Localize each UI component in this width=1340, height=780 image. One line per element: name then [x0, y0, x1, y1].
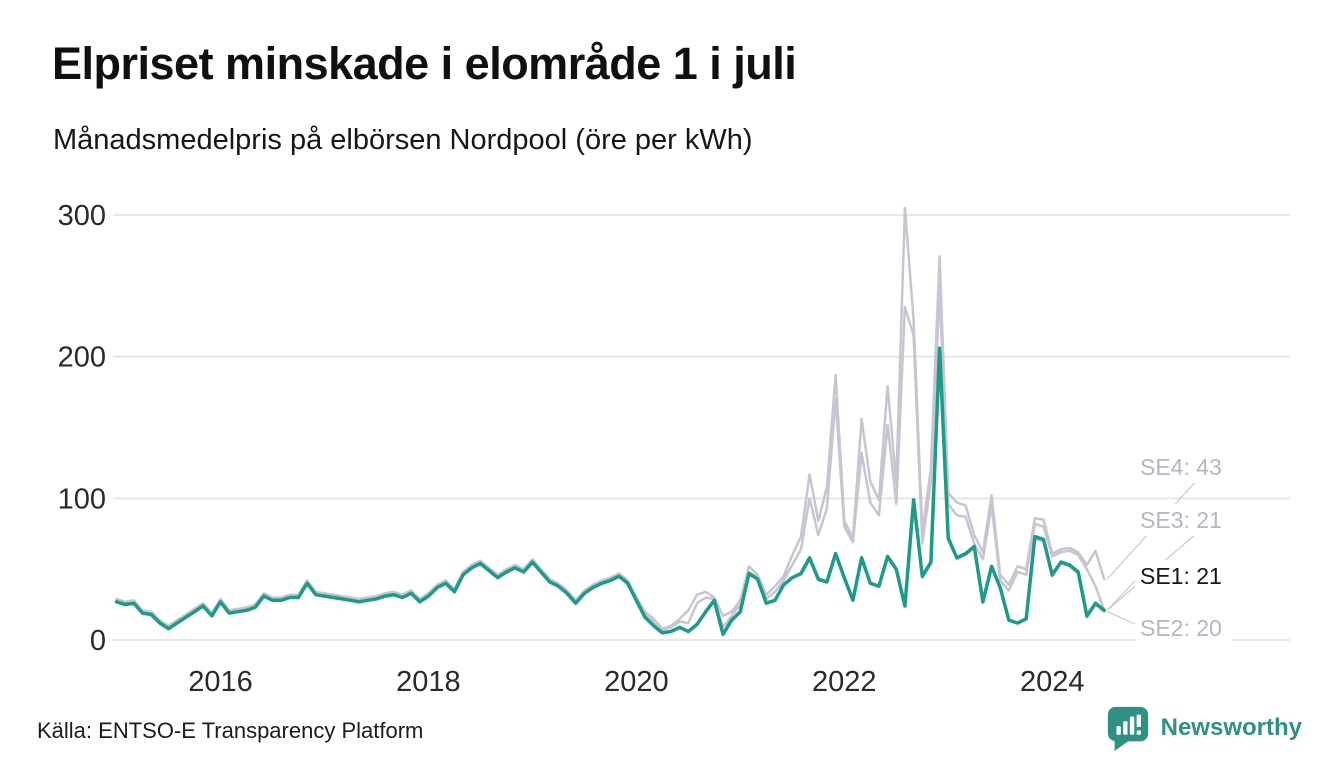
bar-medium — [1122, 721, 1128, 735]
x-tick-label-2016: 2016 — [188, 666, 253, 698]
bar-small — [1116, 726, 1121, 735]
series-line-SE1 — [114, 346, 1106, 637]
brand-name: Newsworthy — [1160, 714, 1302, 741]
chart-subtitle: Månadsmedelpris på elbörsen Nordpool (ör… — [53, 124, 753, 156]
y-tick-label-0: 0 — [90, 625, 106, 657]
label-bg-SE2 — [1135, 612, 1233, 644]
newsworthy-logo-icon — [1107, 706, 1148, 751]
series-line-SE2 — [115, 351, 1106, 636]
series-end-label-SE3: SE3: 21 — [1140, 507, 1222, 533]
series-end-label-SE2: SE2: 20 — [1140, 615, 1222, 641]
label-bg-SE1 — [1135, 560, 1233, 592]
x-tick-label-2018: 2018 — [396, 666, 461, 698]
y-tick-label-300: 300 — [58, 200, 106, 232]
exclamation-bar — [1136, 714, 1141, 728]
label-leader-SE1 — [1106, 580, 1136, 611]
y-tick-label-200: 200 — [58, 342, 106, 374]
label-leader-SE2 — [1106, 611, 1136, 625]
bar-large — [1129, 716, 1134, 735]
page-title: Elpriset minskade i elområde 1 i juli — [52, 38, 797, 89]
x-tick-label-2020: 2020 — [604, 666, 669, 698]
series-end-label-SE4: SE4: 43 — [1140, 454, 1222, 480]
label-bg-SE4 — [1135, 451, 1233, 483]
brand-footer: Newsworthy — [1105, 704, 1302, 752]
series-line-SE4 — [115, 206, 1106, 630]
series-end-label-SE1: SE1: 21 — [1140, 563, 1222, 589]
label-bg-SE3 — [1135, 504, 1233, 536]
y-tick-label-100: 100 — [58, 483, 106, 515]
exclamation-dot — [1136, 730, 1141, 735]
x-tick-label-2022: 2022 — [812, 666, 877, 698]
source-credit: Källa: ENTSO-E Transparency Platform — [37, 718, 424, 743]
speech-bubble-shape — [1107, 706, 1148, 751]
x-tick-label-2024: 2024 — [1020, 666, 1085, 698]
